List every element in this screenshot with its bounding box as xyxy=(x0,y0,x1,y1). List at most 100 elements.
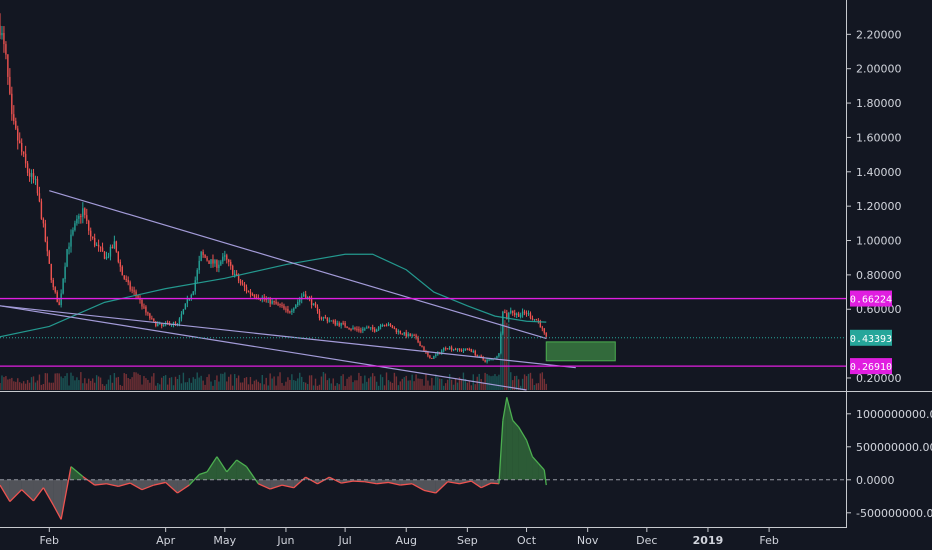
candle-body xyxy=(28,172,31,177)
volume-bar xyxy=(391,382,394,390)
volume-bar xyxy=(101,384,104,390)
candle-body xyxy=(26,163,29,173)
candle-body xyxy=(143,306,145,308)
price-tick-label: 0.80000 xyxy=(856,269,902,282)
candle-body xyxy=(38,193,41,202)
volume-bar xyxy=(295,380,297,390)
candle-body xyxy=(103,251,106,259)
candle-body xyxy=(464,348,467,351)
candle-body xyxy=(279,303,281,305)
indicator-line-segment xyxy=(188,474,200,486)
volume-bar xyxy=(324,373,327,390)
candle-body xyxy=(19,140,21,144)
indicator-axis[interactable]: 1000000000.0000 500000000.0000 0.0000 -5000… xyxy=(846,408,932,520)
indicator-line-segment xyxy=(341,480,354,484)
indicator-area-segment xyxy=(317,477,330,484)
price-axis[interactable]: 2.20000 2.00000 1.80000 1.60000 1.40000 1.200… xyxy=(846,28,902,385)
volume-bar xyxy=(265,377,267,390)
candle-body xyxy=(350,328,352,330)
volume-bar xyxy=(379,374,382,390)
candle-body xyxy=(431,358,433,360)
volume-bar xyxy=(226,381,228,390)
candle-body xyxy=(235,273,238,276)
volume-bar xyxy=(275,385,277,390)
volume-bar xyxy=(338,384,340,390)
candle-body xyxy=(545,332,547,337)
indicator-line-segment xyxy=(206,456,218,473)
volume-bar xyxy=(0,383,1,390)
volume-bar xyxy=(82,383,84,390)
price-tick-label: 0.20000 xyxy=(856,372,902,385)
candle-body xyxy=(54,287,56,293)
volume-bar xyxy=(332,378,334,390)
candle-body xyxy=(454,349,457,351)
indicator-line-segment xyxy=(245,466,259,485)
candle-body xyxy=(3,32,5,45)
indicator-area-segment xyxy=(130,479,142,490)
candle-body xyxy=(510,310,512,313)
candle-body xyxy=(42,218,45,224)
volume-bar xyxy=(216,375,218,390)
indicator-line-segment xyxy=(60,466,72,520)
volume-bar xyxy=(480,378,482,390)
candle-body xyxy=(184,303,187,310)
candle-body xyxy=(22,151,25,154)
candle-body xyxy=(190,295,192,299)
candle-body xyxy=(512,310,514,313)
indicator-area-segment xyxy=(518,427,527,480)
volume-bar xyxy=(271,378,273,390)
volume-bar xyxy=(533,385,536,390)
volume-bar xyxy=(377,385,380,390)
candle-body xyxy=(344,323,346,327)
volume-bar xyxy=(235,378,238,390)
volume-bar xyxy=(407,380,409,390)
candle-body xyxy=(366,327,368,329)
candle-body xyxy=(117,251,120,262)
volume-bar xyxy=(170,377,173,390)
volume-bar xyxy=(368,378,370,390)
candle-body xyxy=(523,311,526,313)
candle-body xyxy=(437,352,439,355)
volume-bar xyxy=(48,382,50,390)
candle-body xyxy=(419,342,421,347)
volume-bar xyxy=(228,376,230,390)
candle-body xyxy=(121,266,123,276)
volume-bar xyxy=(123,373,125,390)
candle-body xyxy=(486,359,488,362)
indicator-line-segment xyxy=(118,482,131,488)
volume-bar xyxy=(350,375,352,390)
price-tick-label: 2.00000 xyxy=(856,63,902,76)
volume-bar xyxy=(42,383,45,390)
volume-bar xyxy=(36,380,39,390)
volume-bar xyxy=(84,378,86,390)
volume-bar xyxy=(330,383,332,390)
time-tick-label: 2019 xyxy=(693,534,724,547)
volume-bar xyxy=(34,382,37,390)
volume-bar xyxy=(129,379,131,390)
volume-bar xyxy=(494,374,496,390)
candle-body xyxy=(88,220,90,231)
volume-bar xyxy=(372,373,374,390)
trendline xyxy=(49,190,547,340)
candle-body xyxy=(180,314,183,319)
level-tag-background xyxy=(850,290,892,307)
volume-bar xyxy=(113,373,116,390)
volume-bar xyxy=(405,375,407,390)
candle-body xyxy=(496,356,498,359)
candle-body xyxy=(101,247,104,252)
candle-body xyxy=(310,298,313,305)
volume-bar xyxy=(356,380,358,390)
indicator-line-segment xyxy=(329,476,342,484)
volume-bar xyxy=(111,382,114,390)
candle-body xyxy=(78,215,80,219)
indicator-area-segment xyxy=(9,479,22,502)
volume-bar xyxy=(514,376,516,390)
candle-body xyxy=(237,275,240,281)
candle-body xyxy=(76,218,78,224)
indicator-line-segment xyxy=(70,466,84,477)
candle-body xyxy=(429,355,431,359)
volume-bar xyxy=(318,384,321,390)
candle-body xyxy=(515,313,518,316)
time-axis[interactable]: Feb Apr May Jun Jul Aug Sep Oct Nov Dec 2019 Feb xyxy=(40,527,779,547)
candle-body xyxy=(36,178,39,194)
